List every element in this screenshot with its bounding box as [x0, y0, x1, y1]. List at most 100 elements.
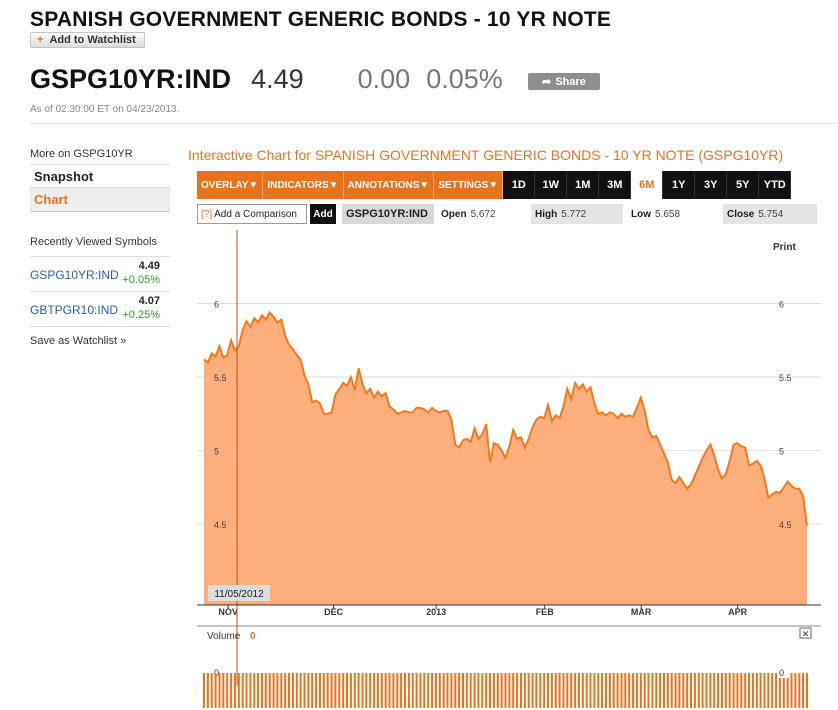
volume-bar	[550, 673, 553, 708]
y-tick-label-left: 4.5	[214, 520, 227, 530]
volume-bar	[554, 673, 557, 708]
menu-overlay[interactable]: OVERLAY ▼	[197, 171, 264, 199]
plus-icon: +	[37, 34, 44, 46]
volume-bar	[458, 673, 461, 708]
volume-bar	[663, 673, 665, 708]
volume-bar	[222, 673, 225, 708]
price-chart[interactable]: 4.5 4.5 5 5 5.5 5.5 6 6 NOV DEC 2013 FEB MAR APR Pri…	[197, 230, 821, 710]
save-as-watchlist-label: Save as Watchlist	[30, 335, 118, 347]
caret-down-icon: ▼	[248, 179, 259, 191]
volume-axis-right-label: 0	[779, 668, 784, 678]
volume-bar	[427, 673, 430, 708]
add-to-watchlist-label: Add to Watchlist	[49, 34, 136, 46]
sidebar-item-chart[interactable]: Chart	[30, 188, 170, 212]
volume-bar	[226, 673, 229, 708]
volume-label: Volume	[207, 631, 241, 642]
close-icon[interactable]	[799, 627, 812, 639]
range-1w[interactable]: 1W	[535, 171, 568, 199]
volume-bar	[465, 673, 468, 708]
volume-bar	[303, 673, 306, 708]
volume-bar	[280, 673, 283, 708]
comparison-placeholder: Add a Comparison	[214, 208, 297, 220]
volume-bar	[272, 673, 275, 708]
volume-bar	[520, 673, 522, 708]
share-button[interactable]: ➦ Share	[528, 73, 600, 90]
save-as-watchlist-link[interactable]: Save as Watchlist »	[30, 335, 170, 347]
volume-bar	[388, 673, 391, 708]
volume-bar	[624, 673, 627, 708]
x-tick-label: APR	[728, 607, 748, 617]
recent-symbol-link[interactable]: GSPG10YR:IND	[30, 268, 119, 282]
volume-bar	[523, 673, 526, 708]
volume-bar	[373, 673, 376, 708]
add-comparison-button[interactable]: Add	[310, 204, 336, 224]
volume-bar	[616, 673, 619, 708]
range-3m[interactable]: 3M	[599, 171, 632, 199]
volume-bar	[322, 673, 325, 708]
range-6m[interactable]: 6M	[631, 171, 664, 199]
stat-close: Close 5.754	[723, 204, 817, 224]
sidebar-item-snapshot[interactable]: Snapshot	[30, 164, 170, 188]
volume-bar	[384, 673, 387, 708]
volume-bar	[434, 673, 437, 708]
volume-bar	[709, 673, 712, 708]
chart-title: Interactive Chart for SPANISH GOVERNMENT…	[188, 147, 784, 163]
range-1y[interactable]: 1Y	[663, 171, 696, 199]
volume-bar	[353, 673, 356, 708]
volume-bar	[203, 673, 205, 708]
volume-bar	[724, 673, 727, 708]
volume-bar	[651, 673, 654, 708]
volume-bar	[442, 673, 445, 708]
range-ytd[interactable]: YTD	[759, 171, 792, 199]
volume-bar	[264, 673, 267, 708]
volume-bar	[531, 673, 534, 708]
as-of-timestamp: As of 02:30:00 ET on 04/23/2013.	[30, 104, 180, 115]
volume-bar	[612, 673, 615, 708]
volume-bar	[423, 673, 426, 708]
volume-bar	[349, 673, 352, 708]
recent-symbol-change: +0.05%	[122, 274, 160, 286]
stat-low-value: 5.658	[655, 208, 681, 220]
range-1d[interactable]: 1D	[503, 171, 536, 199]
recent-symbol-link[interactable]: GBTPGR10:IND	[30, 303, 119, 317]
menu-annotations[interactable]: ANNOTATIONS ▼	[343, 171, 435, 199]
y-tick-label-left: 6	[214, 300, 219, 310]
volume-bar	[330, 673, 333, 708]
volume-bar	[763, 673, 766, 708]
stat-close-label: Close	[727, 208, 755, 220]
range-1m[interactable]: 1M	[567, 171, 600, 199]
menu-indicators[interactable]: INDICATORS ▼	[263, 171, 344, 199]
help-icon[interactable]: [?]	[201, 208, 213, 220]
volume-bar	[674, 673, 677, 708]
chart-info-bar: [?] Add a Comparison Add GSPG10YR:IND Op…	[197, 204, 817, 224]
volume-bar	[547, 673, 549, 708]
stat-open-value: 5.672	[470, 208, 496, 220]
menu-settings-label: SETTINGS	[438, 179, 489, 191]
ticker-symbol: GSPG10YR:IND	[30, 64, 232, 94]
comparison-input[interactable]: [?] Add a Comparison	[197, 204, 307, 224]
menu-settings[interactable]: SETTINGS ▼	[434, 171, 504, 199]
close-volume-button[interactable]: ✕	[799, 627, 812, 639]
close-x-glyph: ✕	[802, 629, 810, 639]
volume-bar	[496, 673, 499, 708]
volume-bar	[512, 673, 515, 708]
volume-bar	[311, 673, 314, 708]
volume-bar	[570, 673, 573, 708]
volume-bar	[543, 673, 546, 708]
volume-bar	[481, 673, 484, 708]
volume-bar	[319, 673, 321, 708]
range-5y[interactable]: 5Y	[727, 171, 760, 199]
volume-bar	[728, 673, 731, 708]
volume-bar	[632, 673, 635, 708]
volume-bar	[593, 673, 596, 708]
volume-bar	[365, 673, 368, 708]
volume-bar	[693, 673, 696, 708]
volume-bar	[539, 673, 542, 708]
add-to-watchlist-button[interactable]: + Add to Watchlist	[30, 32, 145, 48]
menu-overlay-label: OVERLAY	[201, 179, 249, 191]
range-3y[interactable]: 3Y	[695, 171, 728, 199]
print-link[interactable]: Print	[773, 242, 796, 253]
volume-bar	[635, 673, 638, 708]
volume-bar	[284, 673, 287, 708]
volume-bar	[759, 673, 762, 708]
